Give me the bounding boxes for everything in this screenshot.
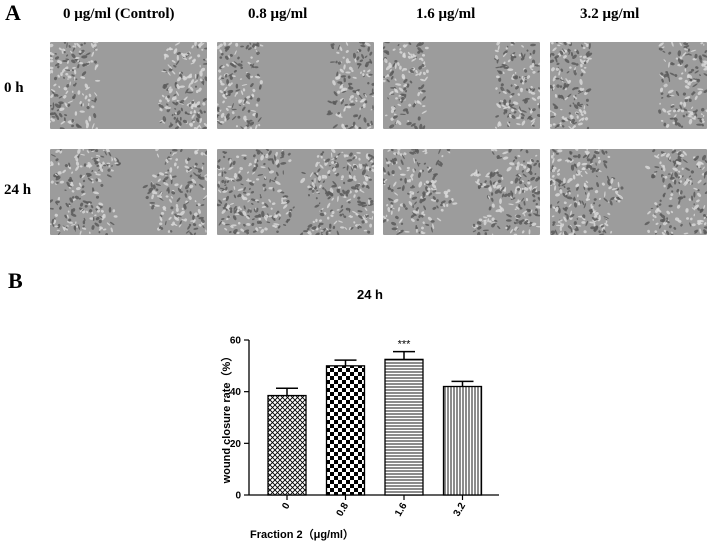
bar-0 bbox=[267, 394, 307, 496]
bar-3.2 bbox=[442, 385, 483, 496]
chart-title: 24 h bbox=[356, 287, 383, 302]
panel-b-letter: B bbox=[8, 268, 23, 293]
y-axis-title: wound closure rate（%） bbox=[220, 351, 233, 485]
x-tick-label-0: 0 bbox=[280, 501, 293, 512]
bar-0.8 bbox=[325, 365, 366, 496]
micrograph-0h-col4 bbox=[550, 42, 707, 129]
y-tick-label: 0 bbox=[235, 491, 241, 502]
x-tick-label-3.2: 3.2 bbox=[452, 501, 469, 519]
bar-chart: 0 20 40 60 0 0.8 1.6 *** 3.2 wound closure rate（… bbox=[220, 336, 499, 541]
row-label-0h: 0 h bbox=[4, 80, 24, 96]
bar-1.6 bbox=[384, 358, 424, 496]
x-axis-title: Fraction 2（μg/ml） bbox=[250, 528, 354, 541]
y-tick-label: 60 bbox=[230, 336, 242, 347]
significance-marker: *** bbox=[398, 339, 412, 351]
row-label-24h: 24 h bbox=[4, 182, 32, 198]
column-label-3-2: 3.2 μg/ml bbox=[580, 6, 640, 22]
micrograph-0h-col3 bbox=[383, 42, 540, 129]
y-tick-label: 20 bbox=[230, 439, 242, 450]
panel-a-letter: A bbox=[5, 0, 21, 25]
micrograph-0h-col2 bbox=[217, 42, 374, 129]
y-tick-label: 40 bbox=[230, 387, 242, 398]
micrograph-24h-col2 bbox=[217, 149, 374, 235]
x-tick-label-1.6: 1.6 bbox=[393, 501, 410, 519]
micrograph-0h-col1 bbox=[50, 42, 207, 129]
micrograph-24h-col4 bbox=[550, 149, 707, 235]
micrograph-24h-col3 bbox=[383, 149, 540, 235]
column-label-control: 0 μg/ml (Control) bbox=[63, 6, 175, 22]
micrograph-24h-col1 bbox=[50, 149, 207, 235]
column-label-1-6: 1.6 μg/ml bbox=[416, 6, 476, 22]
column-label-0-8: 0.8 μg/ml bbox=[248, 6, 308, 22]
x-tick-label-0.8: 0.8 bbox=[335, 501, 352, 519]
